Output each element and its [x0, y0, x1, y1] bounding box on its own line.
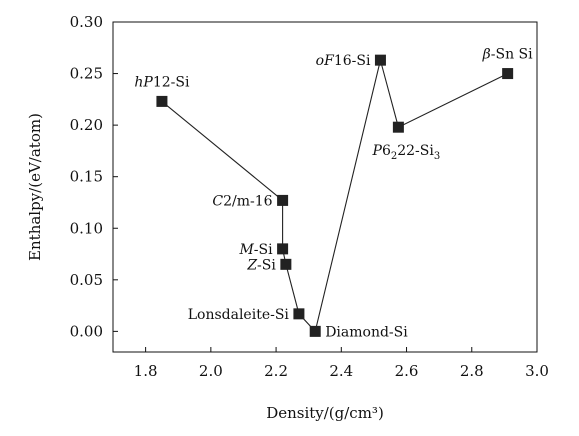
data-point-marker — [392, 121, 404, 133]
point-label: oF16-Si — [316, 53, 371, 69]
y-tick-label: 0.30 — [70, 13, 103, 31]
data-point-marker — [293, 308, 305, 320]
x-tick-label: 3.0 — [525, 362, 549, 380]
y-tick-label: 0.25 — [70, 65, 103, 83]
data-point-marker — [277, 194, 289, 206]
data-point-marker — [277, 243, 289, 255]
point-label: P6222-Si3 — [372, 143, 441, 162]
x-tick-label: 1.8 — [134, 362, 158, 380]
y-axis-title: Enthalpy/(eV/atom) — [26, 113, 44, 261]
data-point-marker — [309, 325, 321, 337]
x-tick-label: 2.0 — [199, 362, 223, 380]
data-point-marker — [502, 68, 514, 80]
point-label: β-Sn Si — [482, 47, 533, 63]
point-labels: hP12-Si C2/m-16 M-SiZ-Si Lonsdaleite-Si Diam… — [134, 47, 533, 341]
y-tick-label: 0.00 — [70, 322, 103, 340]
y-tick-label: 0.10 — [70, 219, 103, 237]
plot-frame — [112, 21, 538, 353]
point-label: Z-Si — [246, 257, 276, 273]
x-axis-ticks: 1.8 2.0 2.2 2.4 2.6 2.8 3.0 — [134, 347, 549, 380]
data-point-marker — [374, 54, 386, 66]
point-label: Diamond-Si — [325, 324, 408, 340]
data-point-marker — [280, 258, 292, 270]
point-label: M-Si — [238, 242, 273, 258]
x-tick-label: 2.2 — [264, 362, 288, 380]
x-tick-label: 2.6 — [395, 362, 419, 380]
y-tick-label: 0.05 — [70, 271, 103, 289]
x-tick-label: 2.4 — [329, 362, 353, 380]
axes-box — [112, 21, 538, 353]
x-axis-title: Density/(g/cm³) — [266, 404, 384, 422]
enthalpy-series — [156, 54, 514, 337]
y-axis-ticks: 0.00 0.05 0.10 0.15 0.20 0.25 0.30 — [70, 13, 118, 340]
data-point-marker — [156, 95, 168, 107]
point-label: Lonsdaleite-Si — [188, 307, 290, 323]
point-label: hP12-Si — [134, 74, 190, 90]
x-tick-label: 2.8 — [460, 362, 484, 380]
y-tick-label: 0.20 — [70, 116, 103, 134]
point-label: C2/m-16 — [212, 193, 272, 209]
y-tick-label: 0.15 — [70, 168, 103, 186]
